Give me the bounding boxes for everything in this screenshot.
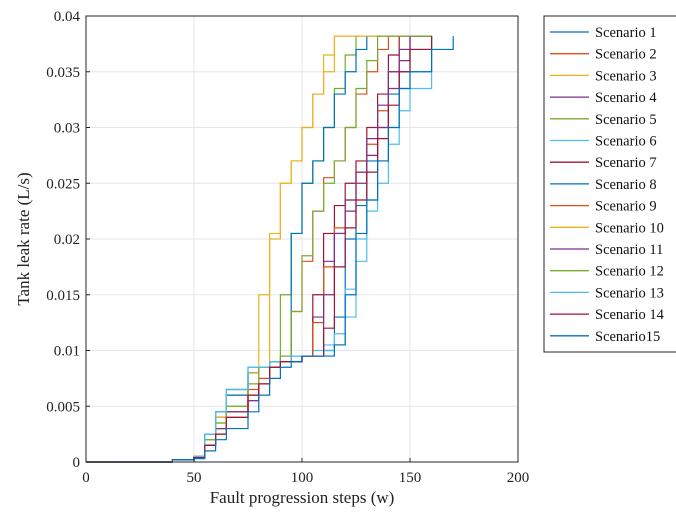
legend-entry: Scenario 2	[595, 47, 657, 63]
legend-entry: Scenario 1	[595, 25, 657, 41]
y-tick-label: 0.035	[46, 65, 80, 81]
x-tick-label: 100	[291, 470, 314, 486]
y-tick-label: 0.02	[54, 232, 80, 248]
series-line-12	[86, 35, 432, 463]
x-tick-label: 200	[507, 470, 530, 486]
series-lines	[86, 35, 454, 463]
x-tick-label: 50	[187, 470, 202, 486]
y-tick-label: 0.025	[46, 176, 80, 192]
legend-entry: Scenario 3	[595, 68, 657, 84]
y-tick-label: 0.03	[54, 121, 80, 137]
legend-entry: Scenario 10	[595, 220, 664, 236]
x-tick-label: 150	[399, 470, 422, 486]
legend-entry: Scenario 12	[595, 264, 664, 280]
y-tick-label: 0	[73, 455, 81, 471]
legend-entry: Scenario 14	[595, 307, 665, 323]
legend-entry: Scenario 9	[595, 199, 657, 215]
y-axis-label: Tank leak rate (L/s)	[14, 172, 33, 305]
y-axis-ticks: 0 0.005 0.01 0.015 0.02 0.025 0.03 0.035 0.04	[46, 9, 90, 471]
y-tick-label: 0.01	[54, 344, 80, 360]
legend-entry: Scenario 7	[595, 155, 657, 171]
legend-entry: Scenario 13	[595, 285, 664, 301]
legend-entry: Scenario 4	[595, 90, 657, 106]
legend-entry: Scenario 8	[595, 177, 657, 193]
x-tick-label: 0	[82, 470, 90, 486]
legend-entry: Scenario15	[595, 329, 660, 345]
legend: Scenario 1 Scenario 2 Scenario 3 Scenario 4…	[543, 15, 676, 353]
y-tick-label: 0.015	[46, 288, 80, 304]
x-axis-label: Fault progression steps (w)	[210, 488, 395, 507]
y-tick-label: 0.04	[54, 9, 81, 25]
legend-entry: Scenario 5	[595, 112, 657, 128]
series-line-15	[86, 36, 454, 463]
y-tick-label: 0.005	[46, 399, 80, 415]
legend-entry: Scenario 6	[595, 134, 657, 150]
x-axis-ticks: 0 50 100 150 200	[82, 458, 529, 486]
legend-entry: Scenario 11	[595, 242, 663, 258]
